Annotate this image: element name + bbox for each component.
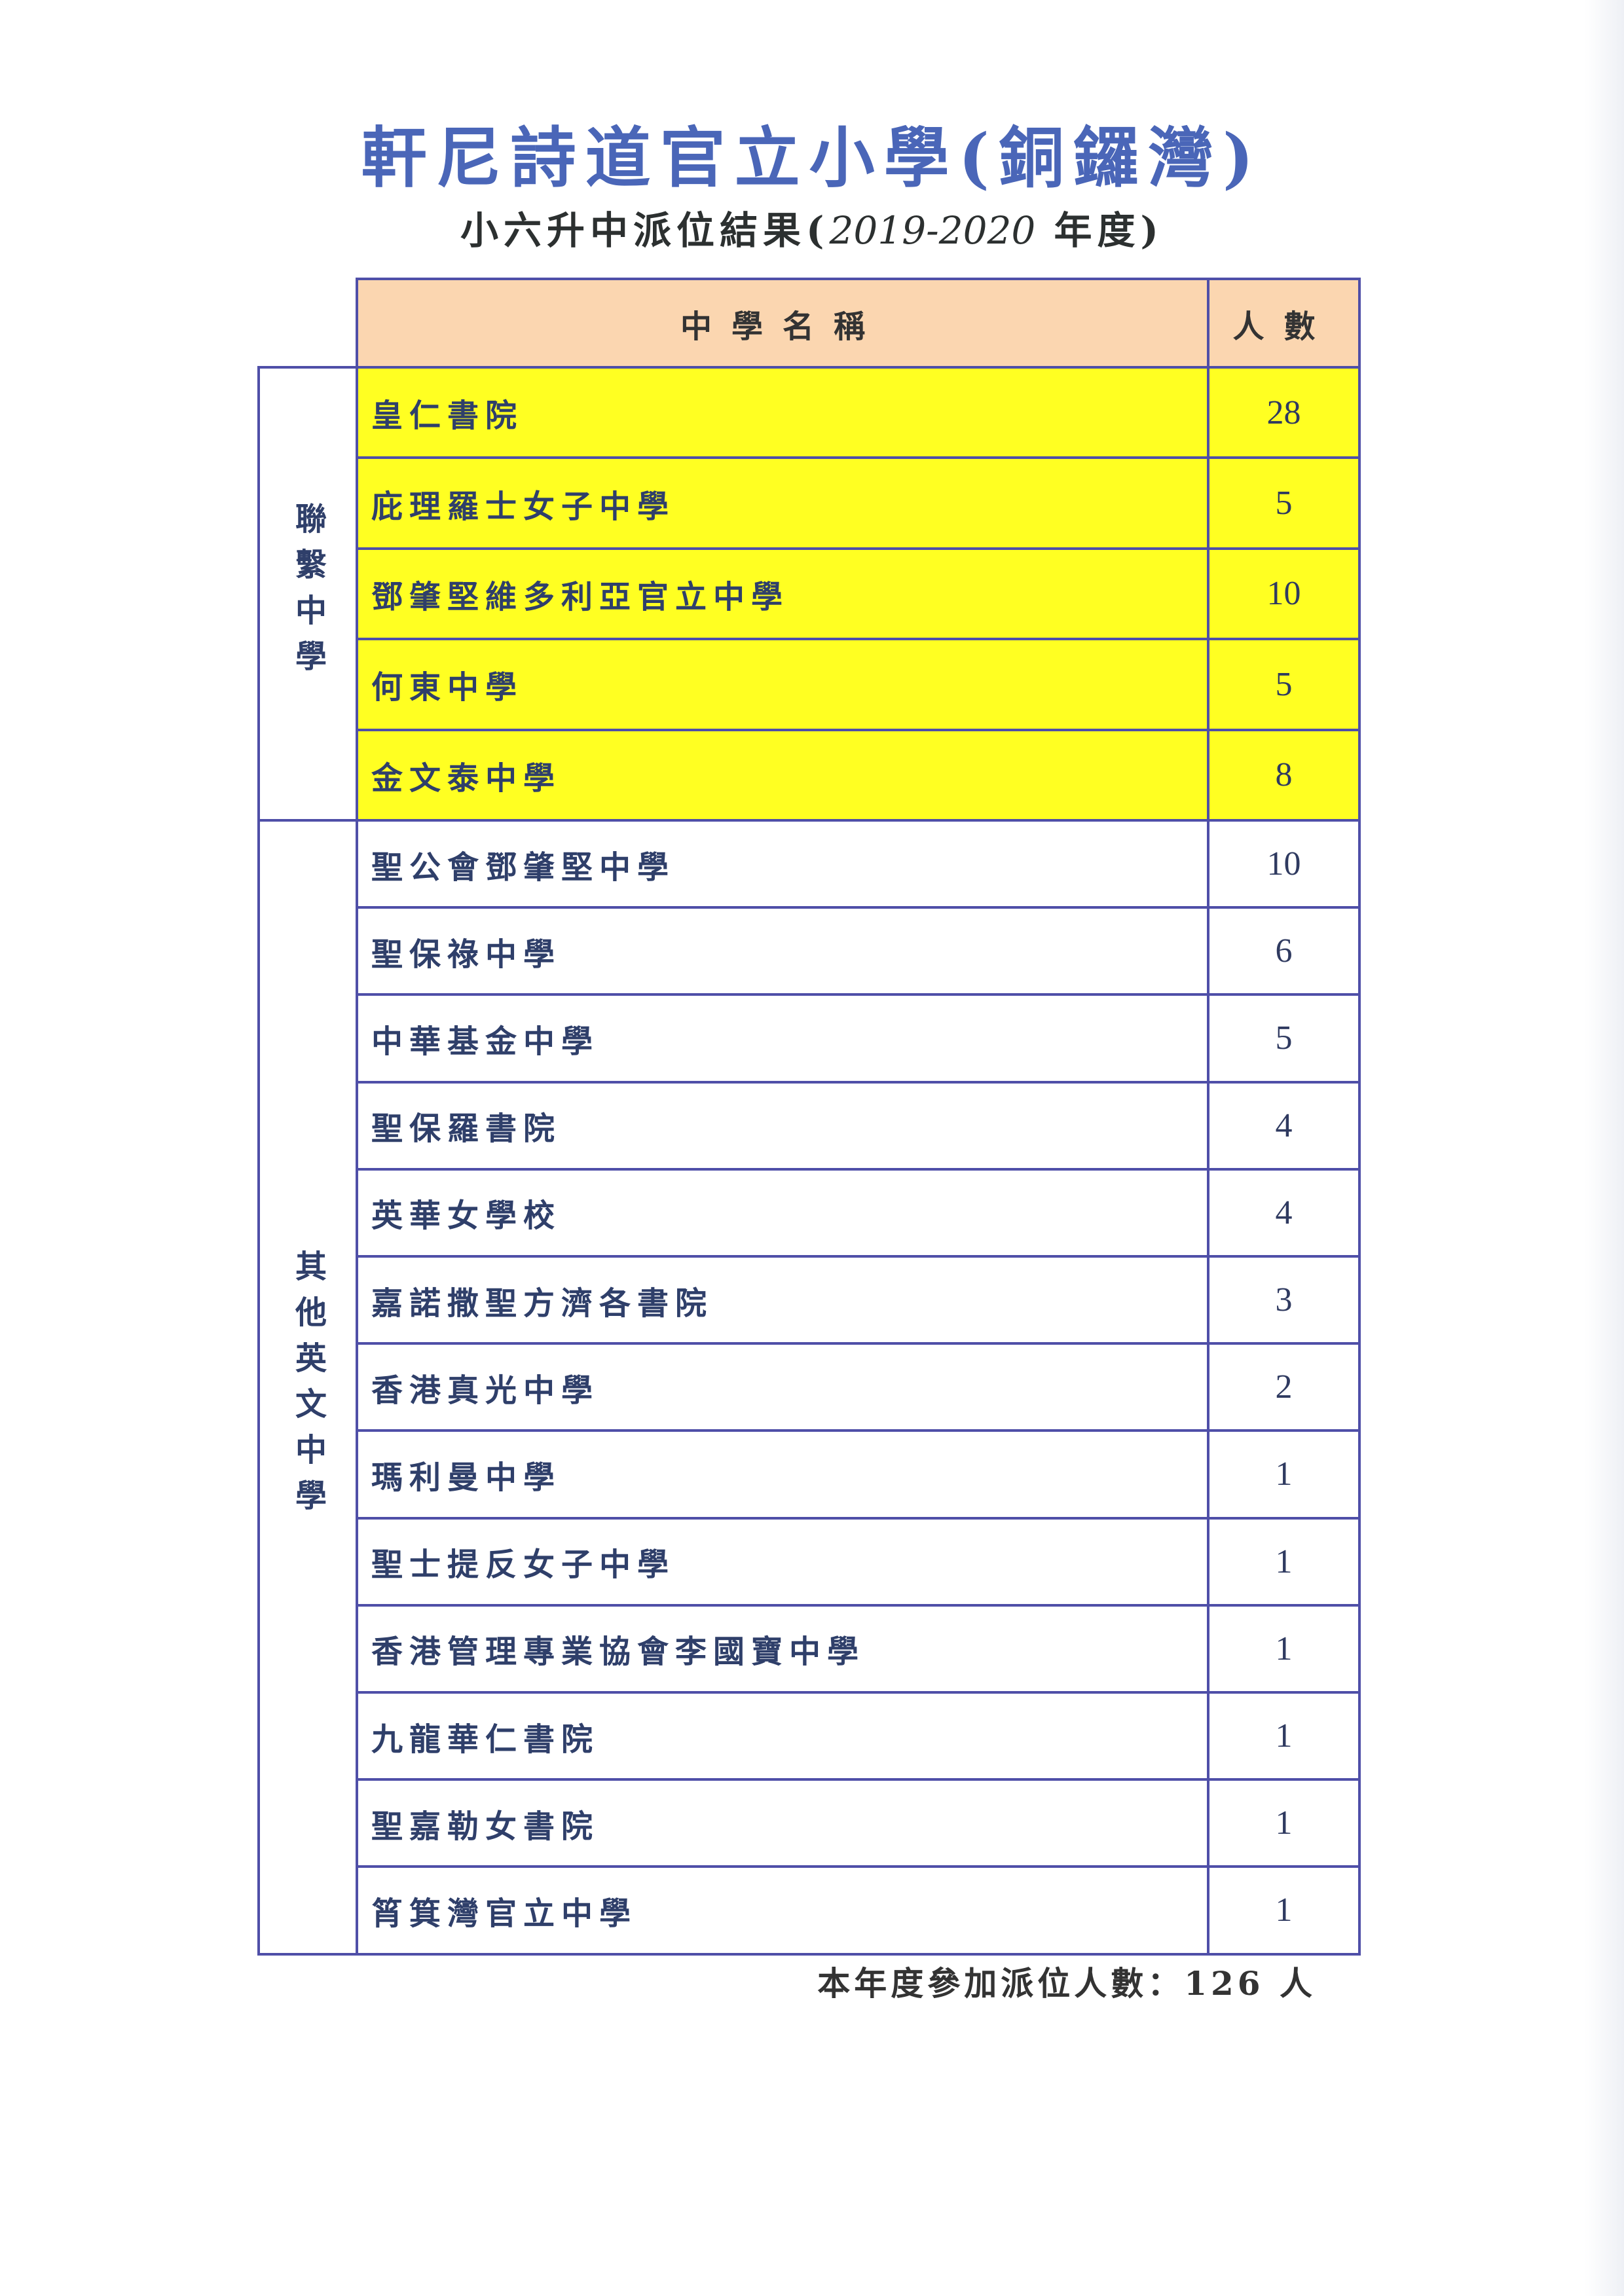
school-name: 聖保羅書院: [356, 1080, 1209, 1171]
student-count: 6: [1207, 906, 1361, 996]
school-name: 香港真光中學: [356, 1342, 1209, 1432]
student-count: 8: [1207, 728, 1361, 822]
school-name: 庇理羅士女子中學: [356, 456, 1209, 550]
school-name: 聖士提反女子中學: [356, 1516, 1209, 1607]
school-name: 何東中學: [356, 638, 1209, 731]
school-title: 軒尼詩道官立小學(銅鑼灣): [361, 119, 1263, 196]
school-name: 香港管理專業協會李國寶中學: [356, 1603, 1209, 1694]
student-count: 1: [1207, 1865, 1361, 1956]
header-count: 人數: [1207, 278, 1361, 369]
student-count: 1: [1207, 1778, 1361, 1868]
group-label: 聯繫中學: [257, 366, 358, 822]
subtitle-suffix: 年度): [1035, 208, 1164, 253]
header-school-name: 中學名稱: [356, 278, 1209, 369]
school-name: 皇仁書院: [356, 366, 1209, 460]
school-name: 筲箕灣官立中學: [356, 1865, 1209, 1956]
school-name: 嘉諾撒聖方濟各書院: [356, 1255, 1209, 1345]
group-label: 其他英文中學: [257, 819, 358, 1956]
student-count: 5: [1207, 456, 1361, 550]
student-count: 5: [1207, 993, 1361, 1084]
student-count: 3: [1207, 1255, 1361, 1345]
school-name: 鄧肇堅維多利亞官立中學: [356, 547, 1209, 641]
subtitle-year: 2019-2020: [829, 208, 1036, 253]
school-name: 瑪利曼中學: [356, 1429, 1209, 1520]
school-name: 聖公會鄧肇堅中學: [356, 819, 1209, 909]
student-count: 1: [1207, 1516, 1361, 1607]
subtitle-prefix: 小六升中派位結果(: [460, 208, 830, 253]
student-count: 28: [1207, 366, 1361, 460]
total-participants: 本年度參加派位人數：126 人: [817, 1964, 1316, 2003]
school-name: 中華基金中學: [356, 993, 1209, 1084]
student-count: 5: [1207, 638, 1361, 731]
school-name: 聖嘉勒女書院: [356, 1778, 1209, 1868]
student-count: 1: [1207, 1691, 1361, 1781]
school-name: 金文泰中學: [356, 728, 1209, 822]
student-count: 10: [1207, 819, 1361, 909]
student-count: 10: [1207, 547, 1361, 641]
student-count: 4: [1207, 1080, 1361, 1171]
student-count: 2: [1207, 1342, 1361, 1432]
student-count: 4: [1207, 1167, 1361, 1258]
school-name: 英華女學校: [356, 1167, 1209, 1258]
school-name: 九龍華仁書院: [356, 1691, 1209, 1781]
school-name: 聖保祿中學: [356, 906, 1209, 996]
student-count: 1: [1207, 1429, 1361, 1520]
subtitle: 小六升中派位結果(2019-2020 年度): [0, 200, 1624, 255]
student-count: 1: [1207, 1603, 1361, 1694]
scan-edge: [1585, 0, 1624, 2296]
